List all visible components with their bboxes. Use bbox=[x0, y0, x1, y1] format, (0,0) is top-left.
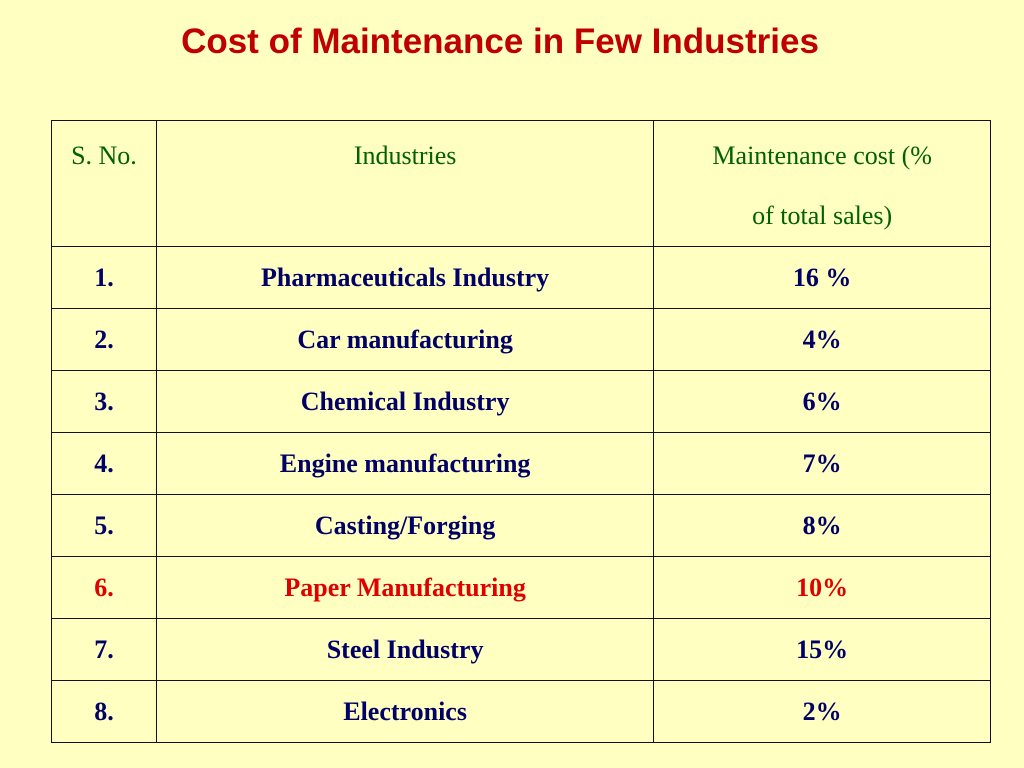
cell-cost: 4% bbox=[653, 308, 991, 371]
table-row-highlighted: 6. Paper Manufacturing 10% bbox=[51, 556, 991, 619]
table-row: 4. Engine manufacturing 7% bbox=[51, 432, 991, 495]
cell-sno: 1. bbox=[51, 246, 157, 309]
cell-industry: Pharmaceuticals Industry bbox=[155, 246, 655, 309]
cell-industry: Casting/Forging bbox=[155, 494, 655, 557]
cell-cost: 6% bbox=[653, 370, 991, 433]
cell-industry: Electronics bbox=[155, 680, 655, 743]
header-maintenance-cost-line2: of total sales) bbox=[752, 201, 893, 230]
cell-cost: 8% bbox=[653, 494, 991, 557]
maintenance-cost-table: S. No. Industries Maintenance cost (% of… bbox=[51, 120, 991, 743]
cell-sno: 8. bbox=[51, 680, 157, 743]
table-row: 7. Steel Industry 15% bbox=[51, 618, 991, 681]
cell-sno: 3. bbox=[51, 370, 157, 433]
table-row: 8. Electronics 2% bbox=[51, 680, 991, 743]
cell-sno: 6. bbox=[51, 556, 157, 619]
table-header-row: S. No. Industries Maintenance cost (% of… bbox=[51, 120, 991, 247]
slide-title: Cost of Maintenance in Few Industries bbox=[181, 22, 819, 61]
cell-sno: 7. bbox=[51, 618, 157, 681]
cell-cost: 15% bbox=[653, 618, 991, 681]
cell-industry: Steel Industry bbox=[155, 618, 655, 681]
header-maintenance-cost-line1: Maintenance cost (% bbox=[712, 141, 932, 170]
cell-industry: Car manufacturing bbox=[155, 308, 655, 371]
cell-cost: 2% bbox=[653, 680, 991, 743]
cell-industry: Chemical Industry bbox=[155, 370, 655, 433]
table-row: 2. Car manufacturing 4% bbox=[51, 308, 991, 371]
table-row: 3. Chemical Industry 6% bbox=[51, 370, 991, 433]
table-row: 5. Casting/Forging 8% bbox=[51, 494, 991, 557]
header-maintenance-cost: Maintenance cost (% of total sales) bbox=[653, 120, 991, 247]
cell-cost: 16 % bbox=[653, 246, 991, 309]
cell-sno: 5. bbox=[51, 494, 157, 557]
cell-industry: Paper Manufacturing bbox=[155, 556, 655, 619]
cell-cost: 10% bbox=[653, 556, 991, 619]
table-row: 1. Pharmaceuticals Industry 16 % bbox=[51, 246, 991, 309]
header-industries: Industries bbox=[155, 120, 655, 247]
header-sno: S. No. bbox=[51, 120, 157, 247]
cell-cost: 7% bbox=[653, 432, 991, 495]
cell-sno: 2. bbox=[51, 308, 157, 371]
cell-industry: Engine manufacturing bbox=[155, 432, 655, 495]
cell-sno: 4. bbox=[51, 432, 157, 495]
